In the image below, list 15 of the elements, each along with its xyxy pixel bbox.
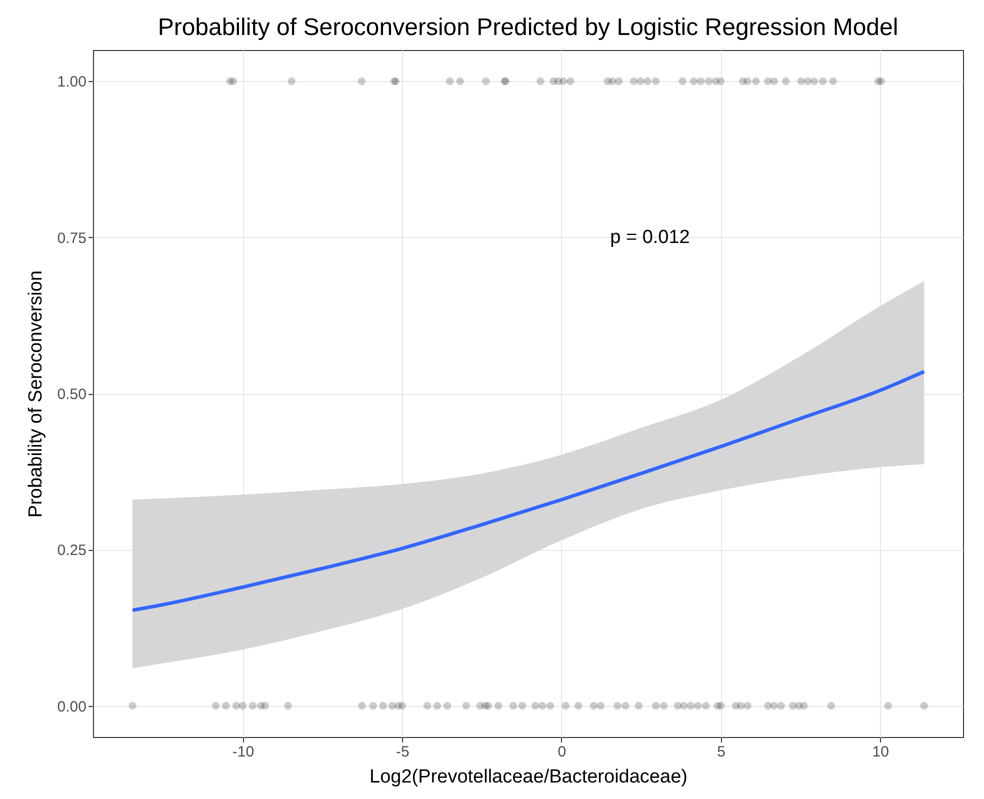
y-tick-label: 0.50: [57, 386, 86, 403]
x-tick-label: 10: [872, 744, 889, 760]
y-tick-label: 0.75: [57, 230, 86, 247]
y-tick-label: 0.00: [57, 698, 86, 716]
annotation: p = 0.012: [610, 227, 690, 248]
line-series: [130, 370, 926, 612]
y-tick-label: 1.00: [57, 74, 86, 91]
x-axis-title: Log2(Prevotellaceae/Bacteroidaceae): [370, 766, 688, 788]
x-tick-label: 5: [717, 744, 726, 760]
x-tick-label: 0: [558, 744, 566, 760]
y-axis-title: Probability of Seroconversion: [25, 270, 46, 518]
chart-title: Probability of Seroconversion Predicted by Logistic Regression Model: [158, 14, 898, 41]
x-tick-label: -5: [396, 744, 410, 760]
x-tick-label: -10: [232, 744, 254, 760]
y-tick-label: 0.25: [57, 542, 86, 560]
